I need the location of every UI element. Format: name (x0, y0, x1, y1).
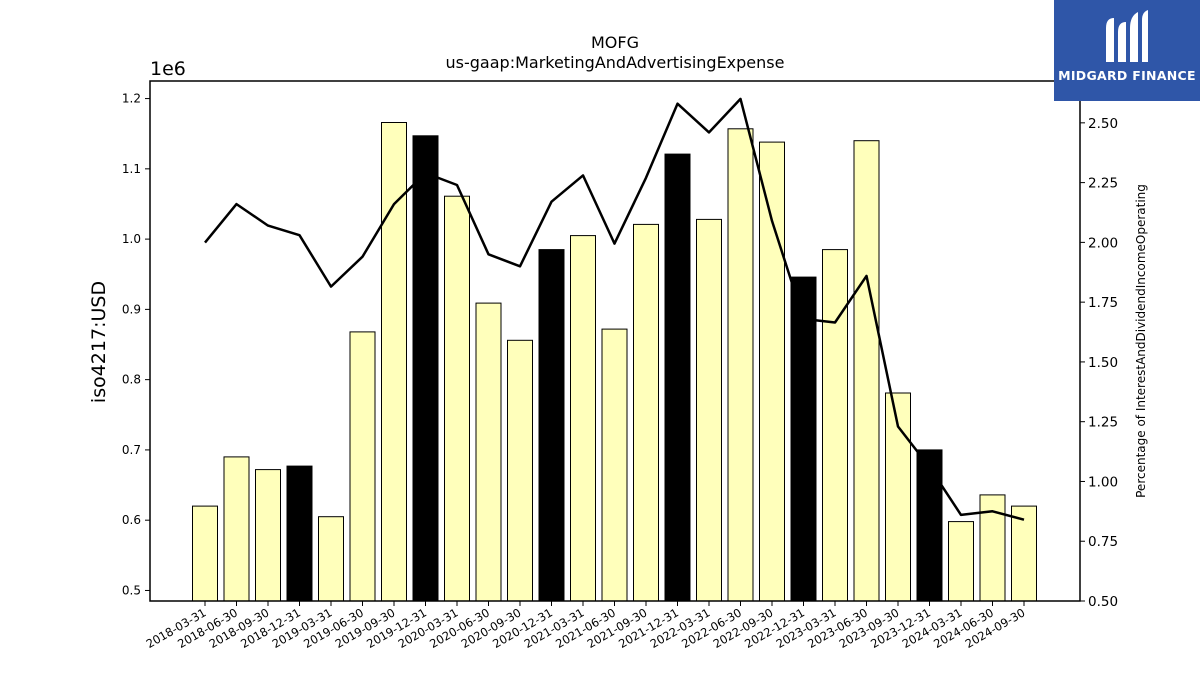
chart-subtitle: us-gaap:MarketingAndAdvertisingExpense (446, 53, 785, 72)
y-tick-label: 1.1 (122, 162, 141, 176)
y2-tick-label: 2.00 (1088, 235, 1118, 251)
y-tick-label: 0.9 (122, 302, 141, 316)
bar (633, 223, 659, 602)
bar (948, 521, 974, 602)
y-tick-label: 0.7 (122, 443, 141, 457)
y2-axis-ticks: 0.50 0.75 1.00 1.25 1.50 1.75 2.00 2.25 2.50 (1080, 116, 1118, 610)
bar (349, 331, 376, 602)
company-logo: MIDGARD FINANCE (1054, 0, 1200, 101)
y-tick-label: 1.0 (122, 232, 141, 246)
bar (255, 469, 281, 602)
bar (727, 128, 754, 602)
chart-title: MOFG (591, 33, 639, 52)
ratio-line-series (204, 97, 1025, 521)
y2-tick-label: 2.25 (1088, 176, 1118, 192)
bar (412, 135, 439, 602)
y2-axis-label: Percentage of InterestAndDividendIncomeO… (1134, 184, 1148, 498)
bar (601, 328, 628, 602)
y2-tick-label: 1.00 (1088, 474, 1118, 490)
bar (664, 153, 691, 602)
bar (444, 195, 470, 602)
bar (475, 302, 502, 602)
y-axis-multiplier: 1e6 (150, 58, 186, 80)
bar (1011, 505, 1037, 602)
y2-tick-label: 1.50 (1088, 355, 1118, 371)
bar (223, 456, 250, 602)
logo-text: MIDGARD FINANCE (1058, 68, 1196, 83)
y-tick-label: 0.8 (122, 373, 141, 387)
bar (538, 249, 565, 602)
bar (759, 141, 785, 602)
bar (381, 122, 407, 602)
y2-tick-label: 0.75 (1088, 534, 1118, 550)
y2-tick-label: 1.75 (1088, 295, 1118, 311)
bar (853, 140, 880, 602)
bar-series (192, 122, 1037, 602)
bar (696, 218, 722, 602)
bar (507, 339, 533, 602)
bar (790, 276, 817, 602)
y2-tick-label: 0.50 (1088, 594, 1118, 610)
y-tick-label: 1.2 (122, 92, 141, 106)
y-tick-label: 0.5 (122, 583, 141, 597)
bar (318, 516, 344, 602)
y2-tick-label: 1.25 (1088, 415, 1118, 431)
bar (286, 465, 313, 602)
logo-mark-icon (1106, 10, 1148, 62)
y-tick-label: 0.6 (122, 513, 141, 527)
bar (916, 449, 943, 602)
y-axis-ticks: 0.5 0.6 0.7 0.8 0.9 1.0 1.1 1.2 (122, 92, 150, 597)
bar (192, 505, 218, 602)
y2-tick-label: 2.50 (1088, 116, 1118, 132)
bar (570, 235, 596, 602)
y-axis-label: iso4217:USD (88, 281, 110, 403)
x-axis-ticks: 2018-03-312018-06-302018-09-302018-12-31… (144, 601, 1028, 651)
ratio-line (204, 97, 1025, 521)
plot-frame (149, 80, 1081, 602)
bar (822, 249, 848, 602)
